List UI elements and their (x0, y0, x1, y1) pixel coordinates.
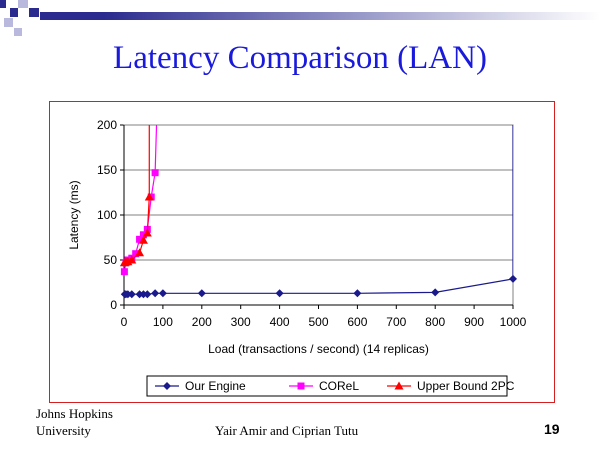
x-tick-label: 700 (386, 315, 406, 329)
data-point (197, 289, 206, 298)
slide-title: Latency Comparison (LAN) (113, 40, 487, 76)
y-tick-label: 0 (110, 298, 117, 312)
x-tick-label: 900 (464, 315, 484, 329)
data-point (127, 255, 137, 264)
data-point (431, 288, 440, 297)
data-point (158, 289, 167, 298)
data-point (275, 289, 284, 298)
data-point (142, 228, 152, 237)
legend-marker (163, 382, 171, 390)
data-point (138, 235, 148, 244)
x-tick-label: 800 (425, 315, 445, 329)
institution-line-1: Johns Hopkins (36, 406, 113, 421)
data-point (136, 235, 144, 243)
y-tick-label: 200 (97, 118, 117, 132)
decor-square (18, 0, 28, 8)
institution-line-2: University (36, 423, 91, 438)
x-tick-label: 0 (121, 315, 128, 329)
y-tick-label: 150 (97, 163, 117, 177)
data-point (139, 231, 147, 239)
x-axis-label: Load (transactions / second) (14 replica… (208, 342, 429, 356)
y-axis-label: Latency (ms) (67, 180, 81, 249)
x-tick-label: 300 (231, 315, 251, 329)
decor-square (0, 0, 6, 8)
series-line-0 (124, 125, 513, 295)
decor-square (29, 8, 39, 17)
decor-square (14, 28, 22, 36)
y-tick-label: 50 (104, 253, 118, 267)
legend-label: Upper Bound 2PC (417, 379, 515, 393)
data-point (120, 268, 128, 276)
legend-box (146, 375, 508, 397)
decor-square (40, 12, 104, 20)
data-point (151, 169, 159, 177)
page-number: 19 (544, 421, 560, 437)
legend-label: Our Engine (185, 379, 246, 393)
legend-label: COReL (319, 379, 359, 393)
data-point (353, 289, 362, 298)
x-tick-label: 1000 (500, 315, 527, 329)
x-tick-label: 200 (192, 315, 212, 329)
data-point (127, 290, 136, 299)
latency-chart: 0 50 100 150 200 0 100 200 300 400 500 600 700 800 900… (67, 118, 527, 397)
x-tick-label: 500 (308, 315, 328, 329)
data-point (151, 289, 160, 298)
data-point (135, 248, 145, 257)
legend-marker (297, 382, 305, 390)
legend-marker (394, 381, 404, 390)
y-tick-label: 100 (97, 208, 117, 222)
data-point (143, 290, 152, 299)
decor-square (10, 8, 18, 17)
decor-squares (0, 0, 104, 36)
data-point (509, 274, 517, 283)
chart-frame: 0 50 100 150 200 0 100 200 300 400 500 600 700 800 900… (49, 101, 555, 403)
decor-square (4, 18, 13, 27)
data-point (132, 250, 140, 258)
x-tick-label: 400 (270, 315, 290, 329)
x-tick-label: 600 (347, 315, 367, 329)
title-bar-decor (104, 12, 600, 20)
x-tick-label: 100 (153, 315, 173, 329)
data-point (144, 192, 154, 201)
authors: Yair Amir and Ciprian Tutu (215, 423, 359, 438)
institution: Johns Hopkins University (36, 405, 113, 439)
